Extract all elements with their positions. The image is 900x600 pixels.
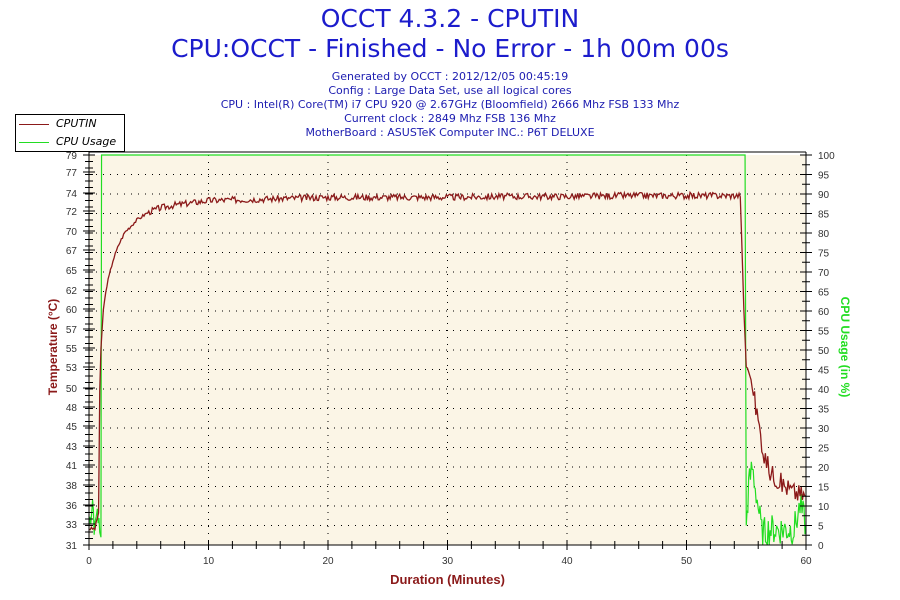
- y-tick-label-left: 36: [66, 501, 78, 512]
- series-cpu-usage: [88, 154, 807, 546]
- series-cputin: [88, 190, 807, 531]
- y-axis-left-label: Temperature (°C): [46, 298, 60, 396]
- legend-swatch-cpu-usage: [19, 142, 49, 143]
- y-tick-label-right: 40: [818, 385, 830, 396]
- y-tick-label-right: 35: [818, 405, 830, 416]
- y-tick-label-left: 70: [66, 227, 78, 238]
- y-tick-label-left: 65: [66, 266, 78, 277]
- y-tick-label-right: 0: [818, 541, 824, 552]
- y-tick-label-left: 79: [66, 151, 78, 162]
- info-cpu: CPU : Intel(R) Core(TM) i7 CPU 920 @ 2.6…: [220, 98, 680, 111]
- legend-swatch-cputin: [19, 124, 49, 125]
- y-tick-label-right: 20: [818, 463, 830, 474]
- y-tick-label-left: 48: [66, 403, 78, 414]
- legend-label-cputin: CPUTIN: [56, 117, 97, 130]
- y-tick-label-right: 55: [818, 327, 830, 338]
- y-tick-label-right: 45: [818, 366, 830, 377]
- legend-item-cpu-usage: CPU Usage: [16, 134, 124, 150]
- y-tick-label-right: 90: [818, 190, 830, 201]
- y-axis-right-label: CPU Usage (in %): [838, 296, 852, 398]
- y-tick-label-left: 41: [66, 461, 78, 472]
- y-tick-label-right: 80: [818, 229, 830, 240]
- x-tick-label: 20: [322, 556, 334, 567]
- info-motherboard: MotherBoard : ASUSTeK Computer INC.: P6T…: [305, 126, 595, 139]
- x-tick-label: 40: [561, 556, 573, 567]
- x-tick-label: 60: [800, 556, 812, 567]
- y-tick-label-left: 74: [66, 189, 78, 200]
- chart-legend: CPUTIN CPU Usage: [15, 114, 125, 152]
- x-axis-label: Duration (Minutes): [390, 572, 505, 587]
- y-tick-label-left: 72: [66, 207, 78, 218]
- x-tick-label: 50: [681, 556, 693, 567]
- y-tick-label-left: 67: [66, 246, 78, 257]
- y-tick-label-right: 65: [818, 288, 830, 299]
- y-tick-label-right: 30: [818, 424, 830, 435]
- chart-title: OCCT 4.3.2 - CPUTIN: [320, 4, 580, 33]
- y-tick-label-left: 43: [66, 442, 78, 453]
- y-tick-label-right: 50: [818, 346, 830, 357]
- x-tick-label: 10: [203, 556, 215, 567]
- y-tick-label-right: 15: [818, 483, 830, 494]
- info-generated: Generated by OCCT : 2012/12/05 00:45:19: [331, 70, 569, 83]
- y-tick-label-left: 33: [66, 520, 78, 531]
- x-tick-label: 0: [86, 556, 92, 567]
- y-tick-label-left: 31: [66, 541, 78, 552]
- y-tick-label-right: 95: [818, 171, 830, 182]
- y-tick-label-left: 57: [66, 325, 78, 336]
- legend-label-cpu-usage: CPU Usage: [56, 135, 117, 148]
- y-tick-label-right: 5: [818, 522, 824, 533]
- legend-item-cputin: CPUTIN: [16, 116, 124, 132]
- y-tick-label-right: 25: [818, 444, 830, 455]
- y-tick-label-right: 60: [818, 307, 830, 318]
- y-tick-label-left: 60: [66, 305, 78, 316]
- chart-subtitle: CPU:OCCT - Finished - No Error - 1h 00m …: [171, 34, 729, 63]
- y-tick-label-right: 75: [818, 249, 830, 260]
- y-tick-label-left: 55: [66, 344, 78, 355]
- x-tick-label: 30: [442, 556, 454, 567]
- y-tick-label-left: 50: [66, 384, 78, 395]
- info-clock: Current clock : 2849 Mhz FSB 136 Mhz: [344, 112, 556, 125]
- y-tick-label-right: 10: [818, 502, 830, 513]
- y-tick-label-right: 85: [818, 210, 830, 221]
- info-config: Config : Large Data Set, use all logical…: [328, 84, 572, 97]
- y-tick-label-right: 100: [818, 151, 835, 162]
- y-tick-label-left: 38: [66, 481, 78, 492]
- y-tick-label-left: 45: [66, 422, 78, 433]
- y-tick-label-left: 62: [66, 286, 78, 297]
- y-tick-label-left: 77: [66, 168, 78, 179]
- y-tick-label-left: 53: [66, 363, 78, 374]
- y-tick-label-right: 70: [818, 268, 830, 279]
